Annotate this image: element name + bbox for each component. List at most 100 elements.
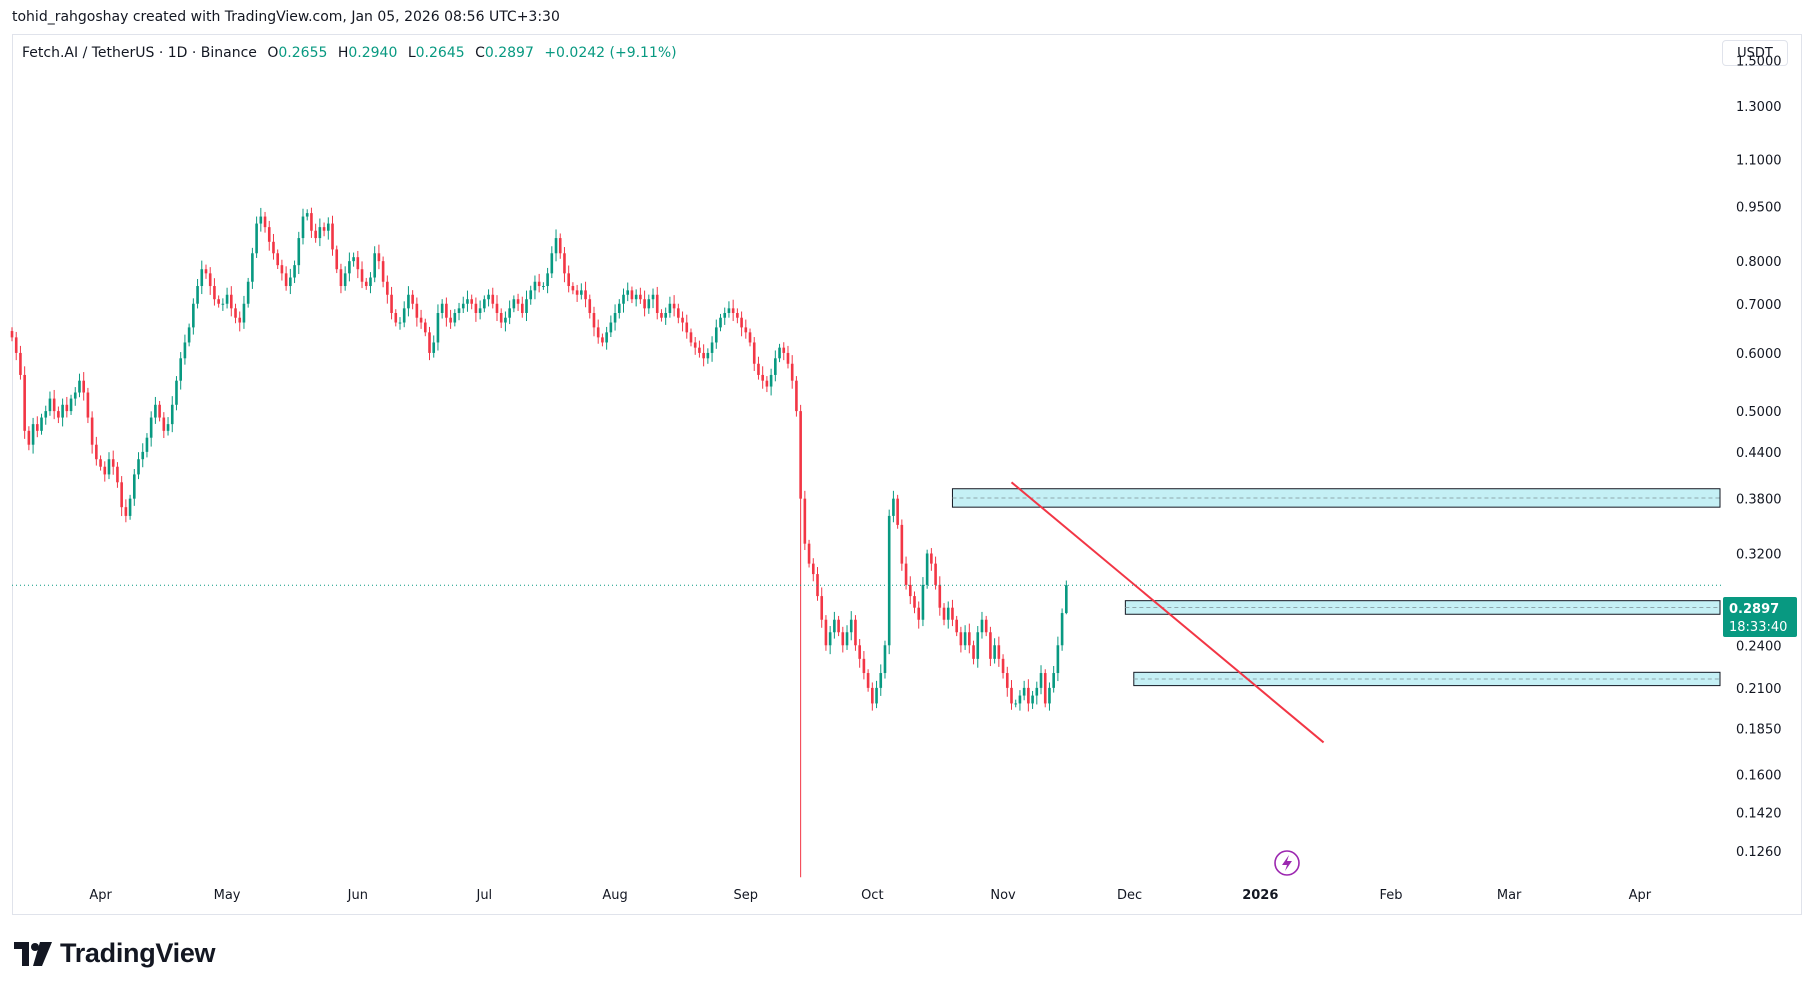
symbol-title[interactable]: Fetch.AI / TetherUS · 1D · Binance [22,45,257,61]
candle [647,294,651,314]
candle-body [1035,687,1039,696]
candle-body [141,451,145,460]
candle [748,328,752,347]
candle [154,396,157,424]
candle-body [807,543,811,564]
candle [449,309,452,329]
candle-body [120,482,123,508]
candle-body [242,303,246,323]
candle-body [318,227,322,239]
candle-body [934,563,937,585]
y-tick-label: 0.2400 [1736,639,1782,654]
last-price-value: 0.2897 [1729,602,1779,617]
last-price-label: 0.2897 18:33:40 [1723,597,1797,637]
candle [837,615,840,637]
candle [664,307,667,325]
candle [917,601,921,629]
candle-body [158,404,161,418]
candle [69,394,73,415]
candle-body [259,216,263,224]
candle-body [778,347,781,359]
candle-body [132,474,136,499]
candle [904,556,908,590]
candle [31,417,35,454]
y-tick-label: 0.1420 [1736,807,1782,822]
candle-body [149,417,153,438]
candle [887,509,891,655]
candle-body [824,619,828,646]
candle-body [904,563,908,585]
candle [364,277,368,290]
candle-body [546,273,549,287]
candle [554,229,558,262]
candle [765,376,769,393]
candle-body [601,337,604,343]
candle [272,233,275,260]
candle-body [1027,687,1030,704]
candle-body [225,294,229,304]
candle [453,309,457,327]
candle-body [639,294,642,300]
candle-body [879,673,883,688]
candle [466,290,469,312]
candle-body [833,619,836,633]
candle [179,352,182,390]
candle-body [567,273,570,287]
candle-body [782,347,786,353]
candle-body [752,342,756,364]
candle-body [592,312,596,328]
trendline[interactable] [1010,481,1325,744]
y-tick-label: 1.3000 [1736,100,1782,115]
x-tick-label: Sep [734,888,759,903]
candle-body [845,632,849,646]
candle [811,558,815,582]
candle-body [584,290,587,300]
candle [339,263,343,294]
candle-body [419,317,423,323]
candle-body [267,227,271,242]
candle-body [1018,695,1022,704]
candle-body [1005,673,1009,688]
candle [563,247,566,283]
candle [14,331,18,361]
candle [428,326,431,361]
candle-body [251,253,254,282]
candle [858,639,861,668]
candle [790,355,794,389]
candle-body [820,596,824,620]
countdown-value: 18:33:40 [1729,620,1787,635]
candle [23,366,26,439]
candle-body [580,290,583,295]
candle-body [90,417,94,445]
candle [504,311,507,332]
candle [925,549,929,589]
candle [727,301,731,318]
x-tick-label: Apr [89,888,112,903]
candle-body [972,645,975,659]
candle-body [154,404,157,418]
candle [478,300,482,320]
tradingview-logo[interactable]: TradingView [14,938,216,969]
candle [175,376,178,411]
candle-body [280,265,284,274]
low-label: L [407,45,416,61]
candle-body [862,658,866,674]
candle [1048,682,1051,711]
candle [1022,680,1026,701]
candle-body [322,227,326,231]
candle [955,615,958,637]
candle-body [499,312,503,323]
candle-body [588,299,592,313]
candle-body [672,303,676,309]
lightning-icon[interactable] [1274,850,1300,876]
candle-body [221,303,225,305]
candle [419,309,423,329]
candle [10,327,14,342]
currency-button[interactable]: USDT [1722,40,1788,66]
candle-body [474,303,478,313]
candle [120,476,123,517]
candle-body [849,619,853,633]
candle [1005,666,1009,697]
candle [740,311,743,337]
